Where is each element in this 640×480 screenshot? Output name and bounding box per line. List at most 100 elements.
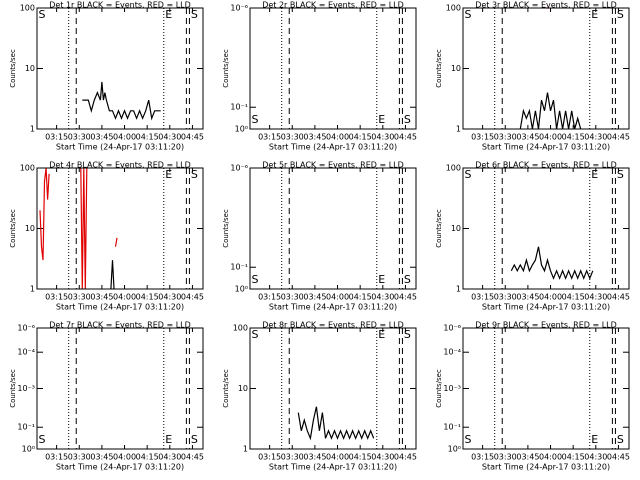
x-tick-label: 04:15: [349, 293, 372, 302]
x-tick-label: 04:00: [326, 293, 349, 302]
annotation: E: [591, 168, 598, 181]
x-tick-label: 04:15: [136, 133, 159, 142]
x-tick-label: 04:15: [562, 293, 585, 302]
annotation: S: [39, 8, 46, 21]
annotation: S: [617, 433, 624, 446]
y-tick-label: 1: [30, 125, 35, 134]
x-tick-label: 04:00: [539, 133, 562, 142]
chart-title: Det 9r BLACK = Events, RED = LLD: [475, 321, 617, 330]
y-axis-label: Counts/sec: [435, 49, 443, 88]
y-tick-label: 10⁰: [235, 125, 248, 134]
x-tick-label: 04:45: [607, 133, 630, 142]
annotation: S: [191, 8, 198, 21]
y-tick-label: 10⁻⁶: [443, 324, 461, 333]
x-tick-label: 04:15: [562, 133, 585, 142]
y-tick-label: 1: [456, 125, 461, 134]
x-tick-label: 04:45: [181, 453, 204, 462]
x-tick-label: 03:30: [281, 133, 304, 142]
annotation: S: [191, 168, 198, 181]
y-axis-label: Counts/sec: [435, 209, 443, 248]
x-tick-label: 04:45: [394, 293, 417, 302]
y-tick-label: 10⁻¹: [17, 423, 35, 432]
y-tick-label: 100: [446, 164, 461, 173]
y-tick-label: 10: [25, 224, 35, 233]
x-tick-label: 03:15: [45, 293, 68, 302]
panel: Det 6r BLACK = Events, RED = LLD Start Ti…: [435, 161, 630, 312]
annotation: S: [617, 168, 624, 181]
annotation: S: [252, 273, 259, 286]
y-tick-label: 10: [451, 64, 461, 73]
x-tick-label: 04:30: [584, 453, 607, 462]
annotation: S: [465, 168, 472, 181]
plot-frame: [462, 327, 630, 450]
x-tick-label: 04:30: [158, 453, 181, 462]
annotation: E: [378, 113, 385, 126]
x-tick-label: 03:30: [281, 293, 304, 302]
panel: Det 7r BLACK = Events, RED = LLD Start Ti…: [9, 321, 204, 472]
y-tick-label: 1: [243, 445, 248, 454]
x-tick-label: 03:15: [45, 133, 68, 142]
y-tick-label: 100: [233, 324, 248, 333]
panel: Det 1r BLACK = Events, RED = LLD Start Ti…: [9, 1, 204, 152]
chart-title: Det 5r BLACK = Events, RED = LLD: [262, 161, 404, 170]
x-tick-label: 04:30: [371, 133, 394, 142]
panel: Det 2r BLACK = Events, RED = LLD Start Ti…: [222, 1, 417, 152]
x-tick-label: 03:45: [516, 133, 539, 142]
chart-title: Det 2r BLACK = Events, RED = LLD: [262, 1, 404, 10]
y-axis-label: Counts/sec: [9, 369, 17, 408]
x-tick-label: 03:45: [90, 453, 113, 462]
y-tick-label: 10⁻⁴: [17, 348, 35, 357]
x-tick-label: 04:00: [539, 293, 562, 302]
plot-frame: [249, 327, 417, 450]
x-tick-label: 04:00: [326, 133, 349, 142]
chart-title: Det 7r BLACK = Events, RED = LLD: [49, 321, 191, 330]
plot-frame: [36, 7, 204, 130]
y-tick-label: 10⁻⁶: [230, 164, 248, 173]
x-axis-label: Start Time (24-Apr-17 03:11:20): [56, 303, 184, 312]
x-tick-label: 04:15: [349, 133, 372, 142]
annotation: S: [617, 8, 624, 21]
y-tick-label: 10⁰: [22, 445, 35, 454]
plot-frame: [249, 167, 417, 290]
x-axis-label: Start Time (24-Apr-17 03:11:20): [482, 463, 610, 472]
x-tick-label: 04:00: [539, 453, 562, 462]
y-tick-label: 100: [20, 4, 35, 13]
x-tick-label: 04:45: [394, 453, 417, 462]
x-tick-label: 04:15: [349, 453, 372, 462]
y-axis-label: Counts/sec: [222, 209, 230, 248]
x-axis-label: Start Time (24-Apr-17 03:11:20): [482, 303, 610, 312]
x-tick-label: 04:15: [136, 293, 159, 302]
x-axis-label: Start Time (24-Apr-17 03:11:20): [482, 143, 610, 152]
x-tick-label: 04:45: [181, 293, 204, 302]
annotation: S: [465, 8, 472, 21]
y-axis-label: Counts/sec: [222, 369, 230, 408]
x-tick-label: 04:45: [607, 453, 630, 462]
y-tick-label: 10⁻³: [443, 384, 461, 393]
x-tick-label: 03:45: [303, 293, 326, 302]
y-tick-label: 100: [446, 4, 461, 13]
x-tick-label: 03:30: [68, 453, 91, 462]
y-tick-label: 1: [30, 285, 35, 294]
x-tick-label: 03:15: [258, 293, 281, 302]
panel: Det 3r BLACK = Events, RED = LLD Start Ti…: [435, 1, 630, 152]
plot-frame: [462, 167, 630, 290]
y-tick-label: 10⁰: [448, 445, 461, 454]
panel: Det 9r BLACK = Events, RED = LLD Start Ti…: [435, 321, 630, 472]
data-line: [39, 167, 50, 261]
y-axis-label: Counts/sec: [435, 369, 443, 408]
annotation: E: [165, 168, 172, 181]
x-tick-label: 04:00: [326, 453, 349, 462]
annotation: E: [591, 8, 598, 21]
x-tick-label: 03:45: [516, 293, 539, 302]
x-tick-label: 04:45: [181, 133, 204, 142]
y-tick-label: 10⁻⁴: [443, 348, 461, 357]
y-tick-label: 10: [25, 64, 35, 73]
y-tick-label: 10⁻¹: [230, 263, 248, 272]
x-tick-label: 04:30: [371, 453, 394, 462]
chart-title: Det 3r BLACK = Events, RED = LLD: [475, 1, 617, 10]
x-tick-label: 03:15: [45, 453, 68, 462]
x-tick-label: 03:45: [303, 453, 326, 462]
x-tick-label: 04:30: [584, 293, 607, 302]
x-tick-label: 03:30: [494, 453, 517, 462]
